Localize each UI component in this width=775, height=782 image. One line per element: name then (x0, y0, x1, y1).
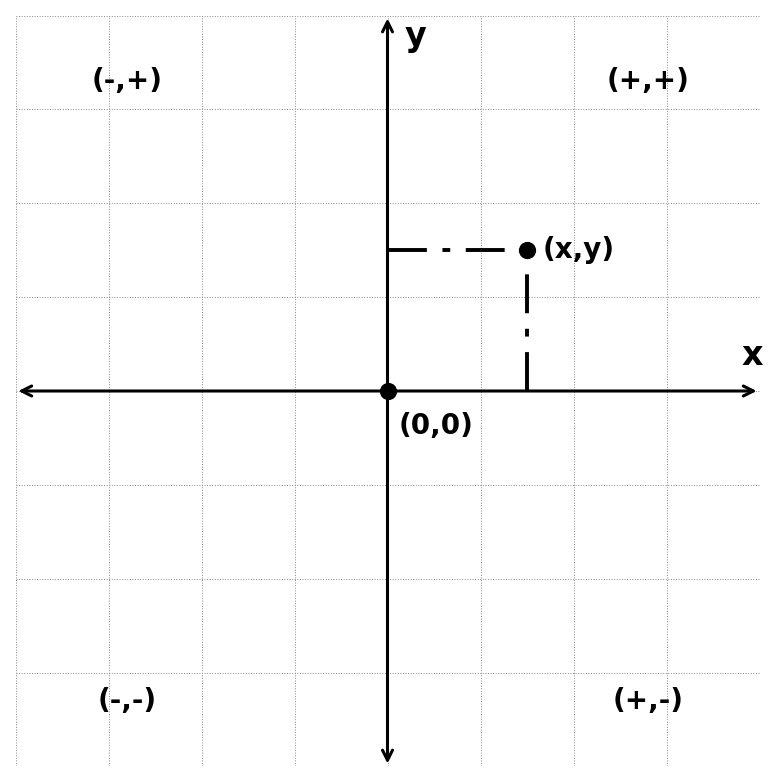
Text: (+,+): (+,+) (607, 67, 689, 95)
Point (521, 244, 533, 256)
Text: y: y (405, 20, 426, 53)
Point (381, 385, 394, 397)
Text: (+,-): (+,-) (612, 687, 684, 715)
Text: (-,-): (-,-) (98, 687, 157, 715)
Text: (0,0): (0,0) (398, 411, 474, 439)
Text: x: x (742, 339, 763, 372)
Text: (-,+): (-,+) (91, 67, 163, 95)
Text: (x,y): (x,y) (542, 236, 615, 264)
